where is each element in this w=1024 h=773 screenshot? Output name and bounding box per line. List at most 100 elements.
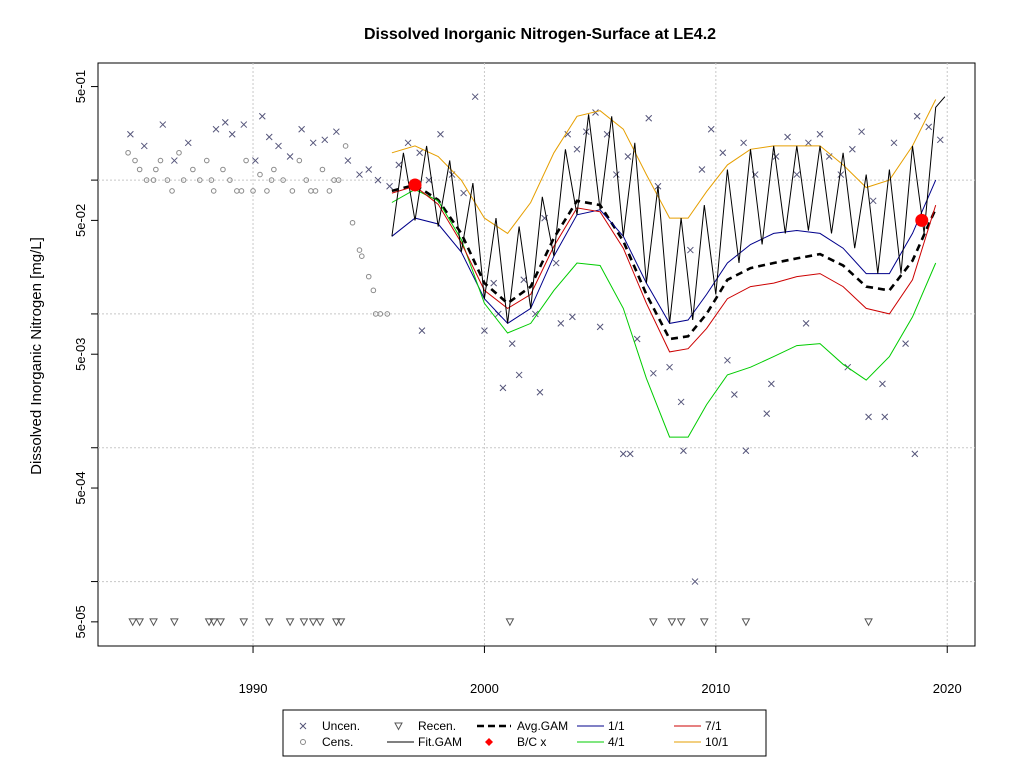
recensored-point	[315, 618, 325, 627]
chart-title: Dissolved Inorganic Nitrogen-Surface at …	[364, 26, 716, 43]
uncensored-point	[365, 166, 373, 173]
censored-point	[125, 149, 131, 156]
recensored-point	[285, 618, 295, 627]
series-line-7-1	[391, 185, 937, 353]
uncensored-point	[286, 153, 294, 160]
censored-point	[220, 166, 226, 173]
uncensored-point	[772, 153, 780, 160]
uncensored-point	[184, 139, 192, 147]
uncensored-point	[677, 398, 685, 406]
uncensored-point	[212, 125, 220, 133]
censored-point	[289, 188, 296, 194]
uncensored-point	[680, 447, 687, 455]
uncensored-point	[481, 327, 488, 334]
uncensored-point	[879, 380, 886, 388]
censored-point	[268, 177, 275, 183]
uncensored-point	[460, 189, 467, 197]
censored-point	[208, 177, 215, 183]
uncensored-point	[687, 246, 694, 254]
recensored-point	[332, 618, 341, 627]
censored-point	[264, 188, 270, 194]
uncensored-point	[374, 176, 382, 184]
censored-point	[169, 188, 175, 194]
censored-point	[365, 273, 372, 280]
recensored-point	[149, 618, 158, 627]
censored-point	[370, 287, 377, 294]
legend-label: Cens.	[322, 735, 353, 749]
y-axis-label: Dissolved Inorganic Nitrogen [mg/L]	[28, 237, 45, 475]
bc-point	[915, 213, 929, 227]
censored-point	[180, 177, 187, 183]
recensored-point	[864, 618, 873, 627]
censored-point	[349, 219, 356, 226]
recensored-point	[204, 618, 214, 627]
uncensored-point	[816, 130, 824, 138]
censored-point	[331, 177, 337, 183]
recensored-point	[667, 618, 677, 627]
legend-label: Uncen.	[322, 719, 360, 733]
uncensored-point	[793, 171, 801, 178]
uncensored-point	[265, 133, 273, 141]
legend-swatch	[394, 722, 403, 731]
recensored-point	[170, 618, 179, 627]
uncensored-point	[698, 166, 706, 173]
uncensored-point	[159, 121, 167, 128]
uncensored-point	[557, 320, 565, 327]
series-line-fit-gam	[391, 96, 946, 324]
recensored-point	[216, 618, 225, 627]
uncensored-point	[536, 388, 544, 396]
uncensored-point	[416, 149, 423, 157]
uncensored-point	[911, 450, 919, 458]
grid-layer	[98, 63, 975, 646]
legend-swatch	[299, 722, 307, 730]
legend-entry: 4/1	[577, 735, 625, 749]
uncensored-point	[784, 133, 791, 141]
uncensored-point	[404, 139, 412, 147]
censored-point	[203, 157, 210, 164]
uncensored-point	[865, 413, 872, 421]
uncensored-point	[719, 149, 727, 157]
recensored-point	[209, 618, 219, 627]
uncensored-point	[837, 171, 845, 178]
y-tick-label: 5e-02	[73, 204, 88, 237]
uncensored-point	[913, 112, 921, 120]
uncensored-point	[395, 161, 403, 169]
uncensored-point	[691, 578, 699, 585]
uncensored-point	[344, 157, 352, 164]
uncensored-point	[890, 139, 898, 147]
uncensored-point	[645, 114, 653, 122]
uncensored-point	[508, 340, 516, 347]
uncensored-point	[140, 142, 148, 150]
series-line-4-1	[391, 188, 937, 438]
uncensored-point	[633, 335, 641, 343]
uncensored-point	[569, 313, 576, 321]
censored-point	[326, 188, 333, 194]
recensored-point	[336, 618, 346, 627]
censored-point	[372, 311, 379, 317]
uncensored-point	[730, 391, 738, 398]
censored-point	[197, 177, 203, 183]
bc-point	[408, 178, 422, 192]
legend-entry: 10/1	[674, 735, 729, 749]
legend-entry: 7/1	[674, 719, 722, 733]
censored-point	[384, 311, 391, 317]
recensored-point	[676, 618, 686, 627]
uncensored-point	[499, 384, 507, 392]
uncensored-point	[666, 363, 673, 371]
censored-point	[227, 177, 233, 183]
uncensored-point	[386, 182, 393, 190]
censored-point	[210, 188, 217, 194]
uncensored-point	[228, 130, 236, 138]
censored-point	[157, 157, 164, 164]
censored-point	[250, 188, 256, 194]
censored-point	[271, 166, 277, 173]
x-tick-label: 2020	[933, 681, 962, 696]
uncensored-point	[768, 380, 775, 388]
uncensored-point	[650, 369, 657, 377]
legend-label: Fit.GAM	[418, 735, 462, 749]
uncensored-point	[592, 109, 599, 116]
legend-entry: Cens.	[300, 735, 353, 749]
uncensored-point	[626, 450, 634, 458]
recensored-point	[505, 618, 515, 627]
points-layer	[125, 93, 944, 627]
